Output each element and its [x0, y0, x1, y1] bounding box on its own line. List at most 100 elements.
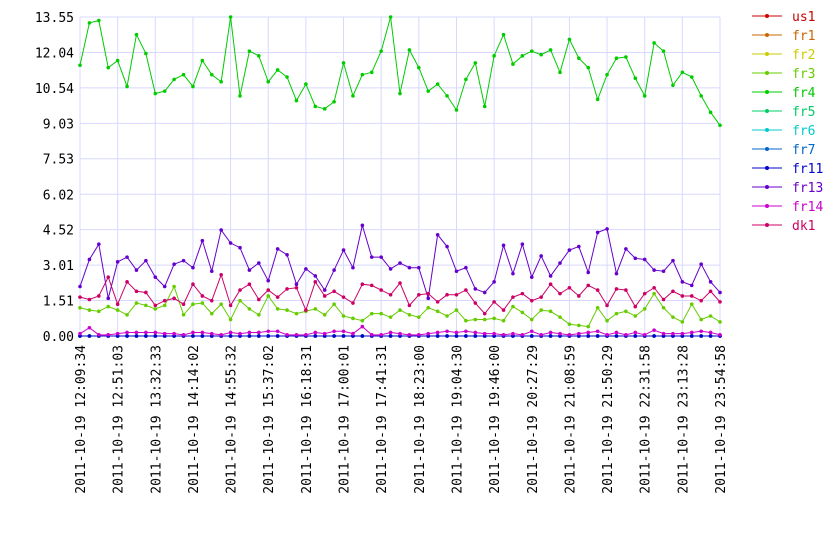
point: [200, 58, 205, 63]
point: [257, 313, 261, 317]
point: [605, 318, 609, 323]
x-tick-label: 2011-10-19 23:54:58: [714, 345, 729, 494]
point: [172, 77, 176, 82]
point: [633, 304, 638, 309]
point: [529, 317, 534, 322]
point: [398, 281, 402, 285]
point: [577, 331, 581, 336]
point: [162, 303, 167, 308]
point: [257, 261, 261, 265]
point: [172, 296, 176, 301]
point: [398, 308, 402, 312]
point: [614, 287, 619, 291]
point: [426, 305, 431, 310]
point: [501, 333, 506, 337]
point: [313, 334, 318, 338]
point: [548, 48, 553, 52]
point: [605, 227, 609, 231]
point: [304, 267, 308, 271]
point: [567, 285, 572, 290]
point: [115, 331, 120, 336]
legend-label: fr1: [792, 29, 815, 44]
point: [633, 256, 638, 261]
point: [398, 91, 402, 96]
point: [144, 303, 148, 308]
point: [548, 282, 553, 287]
point: [567, 333, 572, 337]
point: [351, 316, 355, 321]
point: [501, 243, 506, 248]
point: [539, 254, 543, 258]
point: [228, 303, 233, 308]
point: [125, 280, 129, 284]
point: [511, 331, 515, 336]
point: [266, 278, 271, 283]
point: [275, 329, 280, 334]
x-tick-label: 2011-10-19 12:09:34: [74, 345, 89, 494]
legend-marker: [765, 166, 769, 170]
point: [125, 255, 129, 259]
point: [219, 302, 223, 307]
point: [661, 49, 666, 53]
point: [464, 288, 468, 292]
point: [304, 82, 308, 86]
point: [388, 15, 393, 19]
point: [106, 304, 111, 309]
series: [78, 324, 722, 337]
point: [341, 295, 346, 299]
point: [586, 330, 591, 335]
point: [614, 311, 619, 316]
point: [97, 294, 101, 298]
point: [369, 255, 374, 259]
point: [473, 287, 478, 291]
point: [191, 330, 195, 335]
point: [125, 334, 129, 338]
point: [341, 61, 346, 65]
point: [492, 280, 496, 284]
point: [699, 298, 703, 303]
point: [238, 245, 242, 250]
point: [539, 308, 543, 312]
point: [181, 302, 186, 307]
point: [492, 300, 496, 304]
point: [247, 268, 252, 272]
x-tick-label: 2011-10-19 13:32:33: [149, 345, 164, 494]
point: [369, 333, 374, 337]
point: [294, 311, 299, 316]
point: [332, 302, 336, 307]
point: [200, 330, 205, 335]
point: [417, 315, 421, 319]
point: [332, 268, 336, 272]
point: [351, 94, 355, 98]
point: [228, 241, 233, 245]
point: [661, 331, 666, 336]
point: [548, 274, 553, 278]
point: [614, 56, 619, 60]
x-tick-label: 2011-10-19 14:14:02: [187, 345, 202, 494]
point: [162, 298, 167, 303]
legend-marker: [765, 185, 769, 189]
point: [294, 98, 299, 103]
point: [624, 309, 628, 314]
legend-marker: [765, 14, 769, 18]
point: [266, 334, 271, 338]
point: [529, 298, 534, 303]
point: [595, 97, 600, 102]
point: [144, 290, 148, 295]
point: [125, 84, 129, 89]
point: [106, 275, 111, 279]
point: [605, 72, 609, 77]
x-tick-label: 2011-10-19 17:00:01: [338, 345, 353, 494]
point: [595, 230, 600, 235]
y-tick-label: 7.53: [43, 153, 74, 168]
point: [313, 280, 318, 284]
point: [586, 270, 591, 275]
point: [417, 65, 421, 70]
series: [78, 272, 722, 316]
point: [708, 289, 713, 294]
point: [332, 99, 336, 104]
point: [341, 248, 346, 252]
point: [313, 307, 318, 311]
point: [388, 315, 393, 319]
point: [529, 49, 534, 53]
